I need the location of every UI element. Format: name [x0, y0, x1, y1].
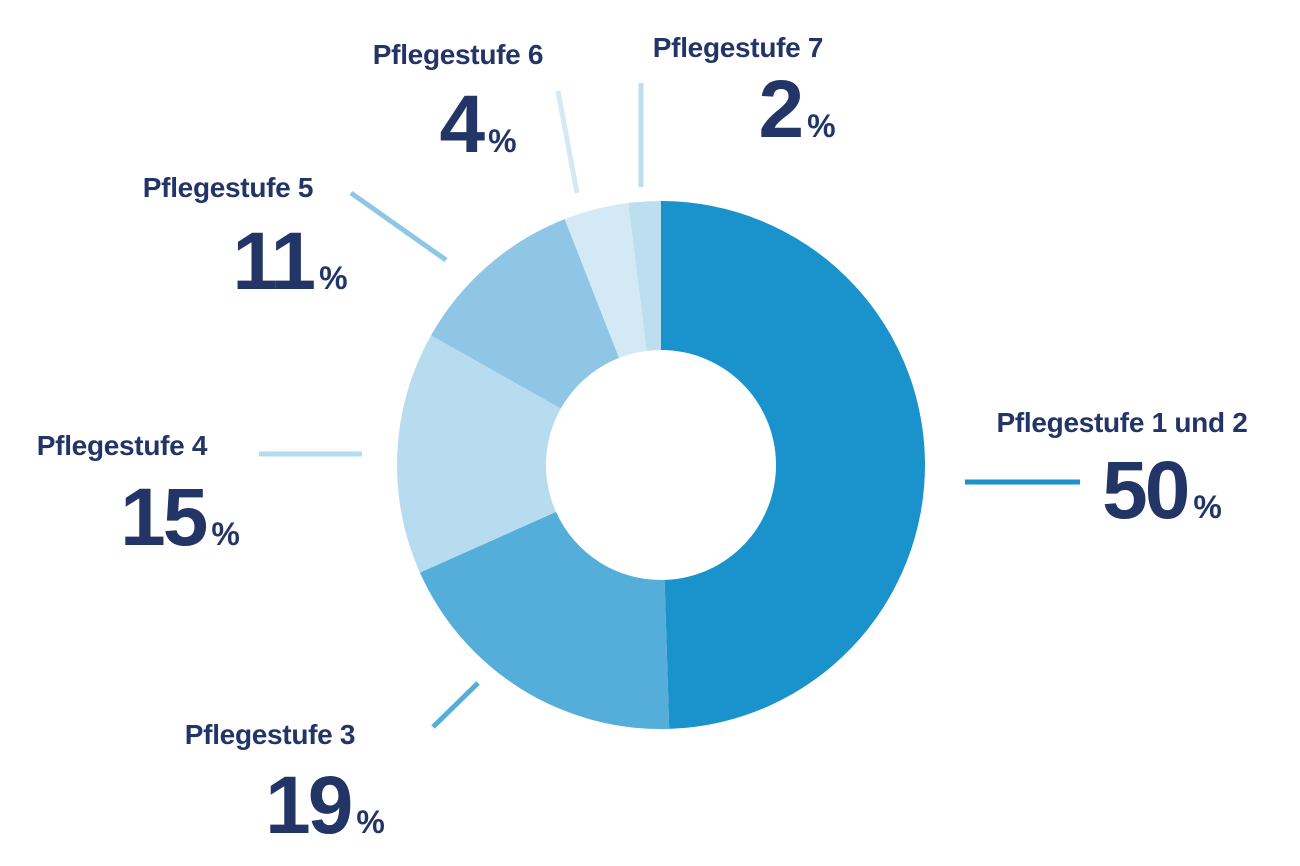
slice-value-pflegestufe-7: 2%: [758, 64, 835, 155]
slice-label-pflegestufe-3: Pflegestufe 3: [185, 719, 355, 750]
slice-label-pflegestufe-5: Pflegestufe 5: [143, 172, 313, 203]
slice-pflegestufe-4: [397, 335, 561, 573]
value-unit: %: [211, 516, 239, 552]
value-number: 4: [439, 79, 485, 170]
slice-value-pflegestufe-6: 4%: [439, 79, 516, 170]
slice-value-pflegestufe-4: 15%: [120, 472, 240, 563]
slice-label-pflegestufe-1-und-2: Pflegestufe 1 und 2: [996, 407, 1247, 438]
leader-line-pflegestufe-5: [349, 190, 448, 263]
value-number: 50: [1102, 445, 1188, 536]
donut-slices: [397, 200, 926, 729]
value-unit: %: [1193, 489, 1221, 525]
slice-pflegestufe-1-und-2: [661, 200, 926, 729]
slice-pflegestufe-7: [628, 201, 661, 351]
leader-line-pflegestufe-3: [431, 681, 480, 729]
slice-value-pflegestufe-1-und-2: 50%: [1102, 445, 1222, 536]
value-number: 11: [232, 216, 314, 307]
value-unit: %: [319, 260, 347, 296]
value-number: 15: [120, 472, 207, 563]
value-number: 19: [265, 760, 351, 851]
leader-lines: [259, 83, 1080, 729]
slice-pflegestufe-3: [419, 511, 670, 729]
slice-label-pflegestufe-7: Pflegestufe 7: [653, 32, 823, 63]
value-unit: %: [488, 123, 516, 159]
value-number: 2: [758, 64, 801, 155]
leader-line-pflegestufe-6: [555, 90, 580, 194]
slice-label-pflegestufe-4: Pflegestufe 4: [37, 430, 208, 461]
value-unit: %: [807, 108, 835, 144]
slice-value-pflegestufe-3: 19%: [265, 760, 385, 851]
slice-pflegestufe-5: [431, 219, 620, 409]
value-unit: %: [356, 804, 384, 840]
slice-label-pflegestufe-6: Pflegestufe 6: [373, 39, 543, 70]
slice-pflegestufe-6: [564, 203, 647, 358]
slice-value-pflegestufe-5: 11%: [232, 216, 347, 307]
slice-labels: Pflegestufe 1 und 2 50 % Pflegestufe 3 19 % Pf…: [37, 32, 1248, 851]
